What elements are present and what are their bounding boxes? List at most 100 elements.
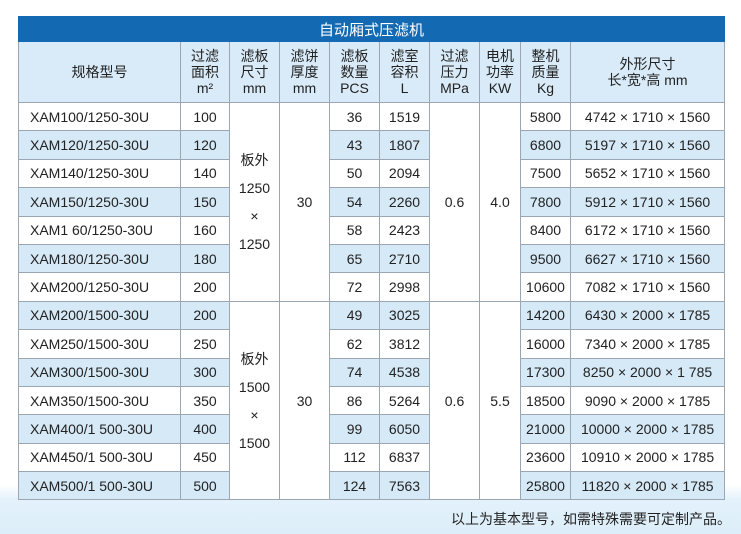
column-header: 滤板 数量 PCS [329, 41, 380, 103]
table-row: XAM200/1250-30U 200 72 2998 10600 7082 × 1710… [18, 272, 726, 302]
plate-size-line: 板外 [240, 151, 269, 168]
weight-cell: 6800 [520, 130, 571, 160]
volume-cell: 7563 [379, 471, 430, 501]
model-cell: XAM100/1250-30U [18, 101, 181, 132]
volume-cell: 1807 [379, 130, 430, 160]
column-header: 过滤 面积 m² [180, 41, 230, 103]
area-cell: 250 [180, 329, 230, 359]
weight-cell: 23600 [520, 442, 571, 473]
weight-cell: 9500 [520, 243, 571, 274]
plate-count-cell: 65 [329, 243, 380, 274]
table-row: XAM300/1500-30U 300 74 4538 17300 8250 × 2000… [18, 357, 726, 387]
dimensions-cell: 9090 × 2000 × 1785 [569, 385, 726, 416]
model-cell: XAM400/1 500-30U [18, 414, 181, 444]
column-header: 过滤 压力 MPa [429, 41, 480, 103]
plate-size-line: 1500 [238, 434, 271, 451]
model-cell: XAM120/1250-30U [18, 130, 181, 160]
volume-cell: 6050 [379, 414, 430, 444]
plate-size-line: 板外 [240, 350, 269, 367]
table-row: XAM350/1500-30U 350 86 5264 18500 9090 × 2000… [18, 385, 726, 416]
dimensions-cell: 7340 × 2000 × 1785 [569, 329, 726, 359]
weight-cell: 16000 [520, 329, 571, 359]
area-cell: 180 [180, 243, 230, 274]
table-title: 自动厢式压滤机 [17, 16, 726, 42]
volume-cell: 2998 [379, 272, 430, 302]
plate-count-cell: 99 [329, 414, 380, 444]
plate-size-line: 1500 [238, 378, 271, 395]
plate-size-line: 1250 [238, 179, 271, 196]
dimensions-cell: 5912 × 1710 × 1560 [569, 187, 726, 217]
weight-cell: 8400 [520, 215, 571, 245]
volume-cell: 4538 [379, 357, 430, 387]
plate-count-cell: 54 [329, 187, 380, 217]
model-cell: XAM180/1250-30U [18, 243, 181, 274]
table-row: XAM150/1250-30U 150 54 2260 7800 5912 × 1710 … [18, 187, 726, 217]
dimensions-cell: 7082 × 1710 × 1560 [569, 272, 726, 302]
plate-count-cell: 43 [329, 130, 380, 160]
model-cell: XAM250/1500-30U [18, 329, 181, 359]
thickness-cell: 30 [279, 102, 330, 302]
column-header: 滤室 容积 L [379, 41, 430, 103]
model-cell: XAM350/1500-30U [18, 385, 181, 416]
plate-count-cell: 112 [329, 442, 380, 473]
plate-size-line: × [250, 406, 259, 423]
area-cell: 160 [180, 215, 230, 245]
pressure-cell: 0.6 [429, 102, 480, 302]
dimensions-cell: 8250 × 2000 × 1 785 [569, 357, 726, 387]
dimensions-cell: 4742 × 1710 × 1560 [569, 101, 726, 132]
dimensions-cell: 5197 × 1710 × 1560 [569, 130, 726, 160]
model-cell: XAM200/1500-30U [18, 300, 181, 331]
area-cell: 120 [180, 130, 230, 160]
table-row: XAM140/1250-30U 140 50 2094 7500 5652 × 1710 … [18, 158, 726, 189]
plate-count-cell: 50 [329, 158, 380, 189]
volume-cell: 1519 [379, 101, 430, 132]
plate-count-cell: 58 [329, 215, 380, 245]
dimensions-cell: 6627 × 1710 × 1560 [569, 243, 726, 274]
volume-cell: 2094 [379, 158, 430, 189]
plate-count-cell: 124 [329, 471, 380, 501]
area-cell: 400 [180, 414, 230, 444]
area-cell: 450 [180, 442, 230, 473]
area-cell: 200 [180, 272, 230, 302]
column-header: 滤板 尺寸 mm [229, 41, 280, 103]
spec-table: 自动厢式压滤机 规格型号 过滤 面积 m² 滤板 尺寸 mm 滤饼 厚度 mm 滤板 数… [17, 16, 726, 501]
column-header: 滤饼 厚度 mm [279, 41, 330, 103]
area-cell: 150 [180, 187, 230, 217]
table-row: XAM100/1250-30U 100 板外 1250 × 1250 30 36 1519 0.6… [18, 101, 726, 302]
plate-count-cell: 36 [329, 101, 380, 132]
plate-count-cell: 62 [329, 329, 380, 359]
weight-cell: 5800 [520, 101, 571, 132]
table-row: XAM500/1 500-30U 500 124 7563 25800 11820 × 2… [18, 471, 726, 501]
table-row: XAM1 60/1250-30U 160 58 2423 8400 6172 × 1710… [18, 215, 726, 245]
weight-cell: 21000 [520, 414, 571, 444]
model-cell: XAM200/1250-30U [18, 272, 181, 302]
dimensions-cell: 6430 × 2000 × 1785 [569, 300, 726, 331]
dimensions-cell: 11820 × 2000 × 1785 [569, 471, 726, 501]
area-cell: 100 [180, 101, 230, 132]
model-cell: XAM500/1 500-30U [18, 471, 181, 501]
model-cell: XAM140/1250-30U [18, 158, 181, 189]
area-cell: 140 [180, 158, 230, 189]
volume-cell: 2423 [379, 215, 430, 245]
area-cell: 300 [180, 357, 230, 387]
model-cell: XAM450/1 500-30U [18, 442, 181, 473]
plate-size-line: 1250 [238, 235, 271, 252]
thickness-cell: 30 [279, 300, 330, 501]
weight-cell: 7500 [520, 158, 571, 189]
plate-count-cell: 86 [329, 385, 380, 416]
dimensions-cell: 10000 × 2000 × 1785 [569, 414, 726, 444]
table-row: XAM250/1500-30U 250 62 3812 16000 7340 × 2000… [18, 329, 726, 359]
table-row: XAM400/1 500-30U 400 99 6050 21000 10000 × 20… [18, 414, 726, 444]
area-cell: 200 [180, 300, 230, 331]
weight-cell: 17300 [520, 357, 571, 387]
weight-cell: 14200 [520, 300, 571, 331]
column-header: 规格型号 [18, 41, 181, 103]
dimensions-cell: 5652 × 1710 × 1560 [569, 158, 726, 189]
table-row: XAM180/1250-30U 180 65 2710 9500 6627 × 1710 … [18, 243, 726, 274]
weight-cell: 25800 [520, 471, 571, 501]
model-cell: XAM1 60/1250-30U [18, 215, 181, 245]
area-cell: 350 [180, 385, 230, 416]
volume-cell: 2260 [379, 187, 430, 217]
model-cell: XAM300/1500-30U [18, 357, 181, 387]
table-row: XAM450/1 500-30U 450 112 6837 23600 10910 × 2… [18, 442, 726, 473]
